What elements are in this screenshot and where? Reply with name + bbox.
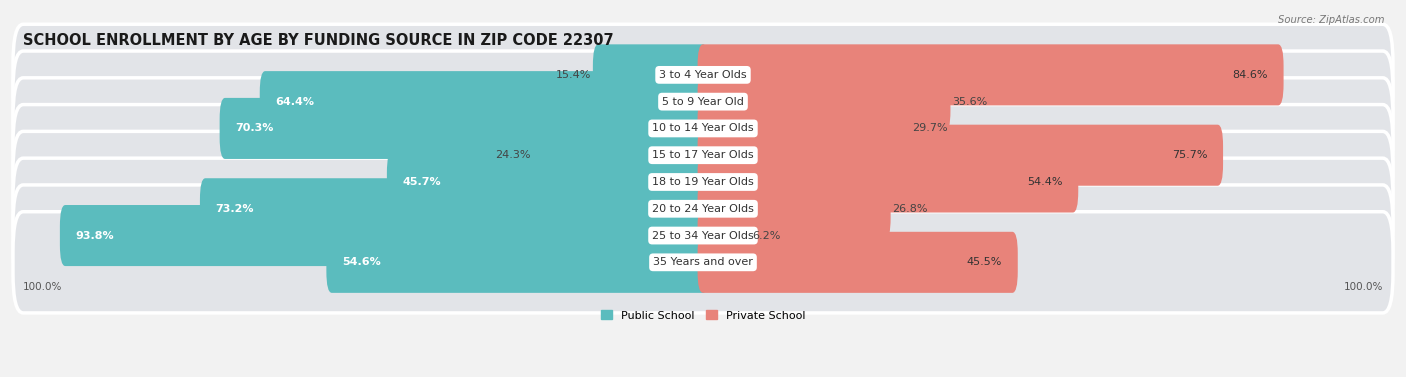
FancyBboxPatch shape [697,71,950,132]
FancyBboxPatch shape [200,178,709,239]
Text: 29.7%: 29.7% [911,123,948,133]
Text: Source: ZipAtlas.com: Source: ZipAtlas.com [1278,15,1385,25]
FancyBboxPatch shape [697,44,1284,106]
Text: 35.6%: 35.6% [952,97,987,107]
Text: 15.4%: 15.4% [557,70,592,80]
Text: 3 to 4 Year Olds: 3 to 4 Year Olds [659,70,747,80]
Text: 100.0%: 100.0% [1344,282,1384,291]
FancyBboxPatch shape [593,44,709,106]
FancyBboxPatch shape [387,152,709,213]
FancyBboxPatch shape [13,51,1393,152]
Text: 73.2%: 73.2% [215,204,254,214]
FancyBboxPatch shape [13,78,1393,179]
FancyBboxPatch shape [697,205,751,266]
Legend: Public School, Private School: Public School, Private School [596,306,810,325]
Text: 64.4%: 64.4% [276,97,315,107]
FancyBboxPatch shape [13,185,1393,286]
Text: 25 to 34 Year Olds: 25 to 34 Year Olds [652,231,754,241]
Text: 75.7%: 75.7% [1173,150,1208,160]
FancyBboxPatch shape [326,232,709,293]
Text: 70.3%: 70.3% [235,123,274,133]
Text: 54.6%: 54.6% [342,257,381,267]
FancyBboxPatch shape [697,232,1018,293]
FancyBboxPatch shape [13,24,1393,126]
FancyBboxPatch shape [13,104,1393,206]
FancyBboxPatch shape [13,131,1393,233]
FancyBboxPatch shape [697,125,1223,186]
FancyBboxPatch shape [697,178,890,239]
FancyBboxPatch shape [13,158,1393,259]
FancyBboxPatch shape [60,205,709,266]
FancyBboxPatch shape [13,212,1393,313]
Text: 18 to 19 Year Olds: 18 to 19 Year Olds [652,177,754,187]
FancyBboxPatch shape [533,125,709,186]
Text: 35 Years and over: 35 Years and over [652,257,754,267]
Text: 20 to 24 Year Olds: 20 to 24 Year Olds [652,204,754,214]
Text: 15 to 17 Year Olds: 15 to 17 Year Olds [652,150,754,160]
Text: 54.4%: 54.4% [1028,177,1063,187]
Text: SCHOOL ENROLLMENT BY AGE BY FUNDING SOURCE IN ZIP CODE 22307: SCHOOL ENROLLMENT BY AGE BY FUNDING SOUR… [22,33,614,48]
FancyBboxPatch shape [697,98,910,159]
Text: 45.7%: 45.7% [402,177,441,187]
Text: 26.8%: 26.8% [891,204,928,214]
Text: 100.0%: 100.0% [22,282,62,291]
Text: 93.8%: 93.8% [76,231,114,241]
FancyBboxPatch shape [697,152,1078,213]
FancyBboxPatch shape [219,98,709,159]
Text: 10 to 14 Year Olds: 10 to 14 Year Olds [652,123,754,133]
FancyBboxPatch shape [260,71,709,132]
Text: 84.6%: 84.6% [1233,70,1268,80]
Text: 24.3%: 24.3% [495,150,531,160]
Text: 5 to 9 Year Old: 5 to 9 Year Old [662,97,744,107]
Text: 6.2%: 6.2% [752,231,780,241]
Text: 45.5%: 45.5% [967,257,1002,267]
